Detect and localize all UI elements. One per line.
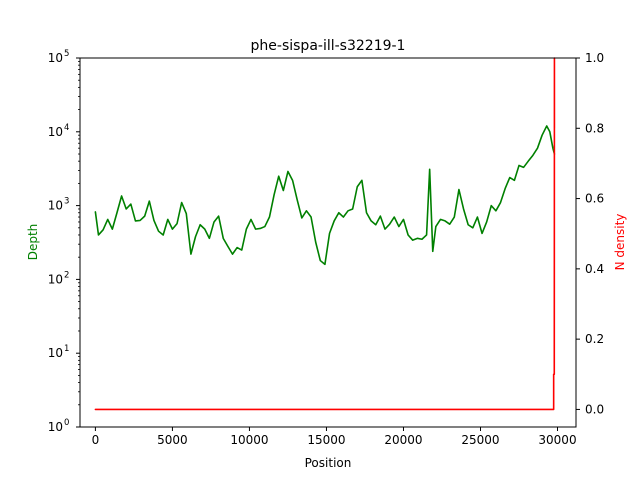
axes-frame — [79, 57, 577, 428]
y-left-tick-exponent: 2 — [64, 270, 69, 280]
y-right-tick-label: 0.6 — [585, 192, 604, 206]
chart-title: phe-sispa-ill-s32219-1 — [251, 38, 406, 54]
y-left-tick-exponent: 3 — [64, 197, 69, 207]
y-right-tick-label: 0.4 — [585, 262, 604, 276]
depth-series-line — [94, 125, 556, 266]
y-left-tick-label: 10 — [48, 199, 63, 213]
x-tick-label: 25000 — [461, 433, 499, 447]
n-density-series-line — [94, 57, 556, 411]
y-right-tick-label: 1.0 — [585, 51, 604, 65]
y-axis-right: 0.0 0.2 0.4 0.6 0.8 1.0 — [576, 51, 604, 416]
y-left-tick-label: 10 — [48, 125, 63, 139]
y-left-tick-exponent: 1 — [64, 344, 69, 354]
x-tick-label: 30000 — [538, 433, 576, 447]
plot-lines — [94, 57, 556, 411]
x-axis-label: Position — [305, 456, 352, 470]
y-left-tick-label: 10 — [48, 346, 63, 360]
x-tick-label: 10000 — [230, 433, 268, 447]
x-tick-label: 0 — [92, 433, 100, 447]
y-left-tick-exponent: 4 — [64, 123, 69, 133]
y-axis-right-label: N density — [613, 214, 627, 271]
y-right-tick-label: 0.0 — [585, 402, 604, 416]
y-right-tick-label: 0.8 — [585, 121, 604, 135]
x-tick-label: 20000 — [384, 433, 422, 447]
y-left-tick-exponent: 5 — [64, 49, 69, 59]
x-tick-label: 5000 — [157, 433, 188, 447]
y-left-tick-label: 10 — [48, 420, 63, 434]
x-tick-label: 15000 — [307, 433, 345, 447]
x-axis: 0 5000 10000 15000 20000 25000 30000 — [92, 427, 577, 447]
y-left-tick-label: 10 — [48, 272, 63, 286]
y-left-tick-label: 10 — [48, 51, 63, 65]
y-right-tick-label: 0.2 — [585, 332, 604, 346]
y-axis-left-label: Depth — [26, 224, 40, 261]
y-left-tick-exponent: 0 — [64, 418, 69, 428]
